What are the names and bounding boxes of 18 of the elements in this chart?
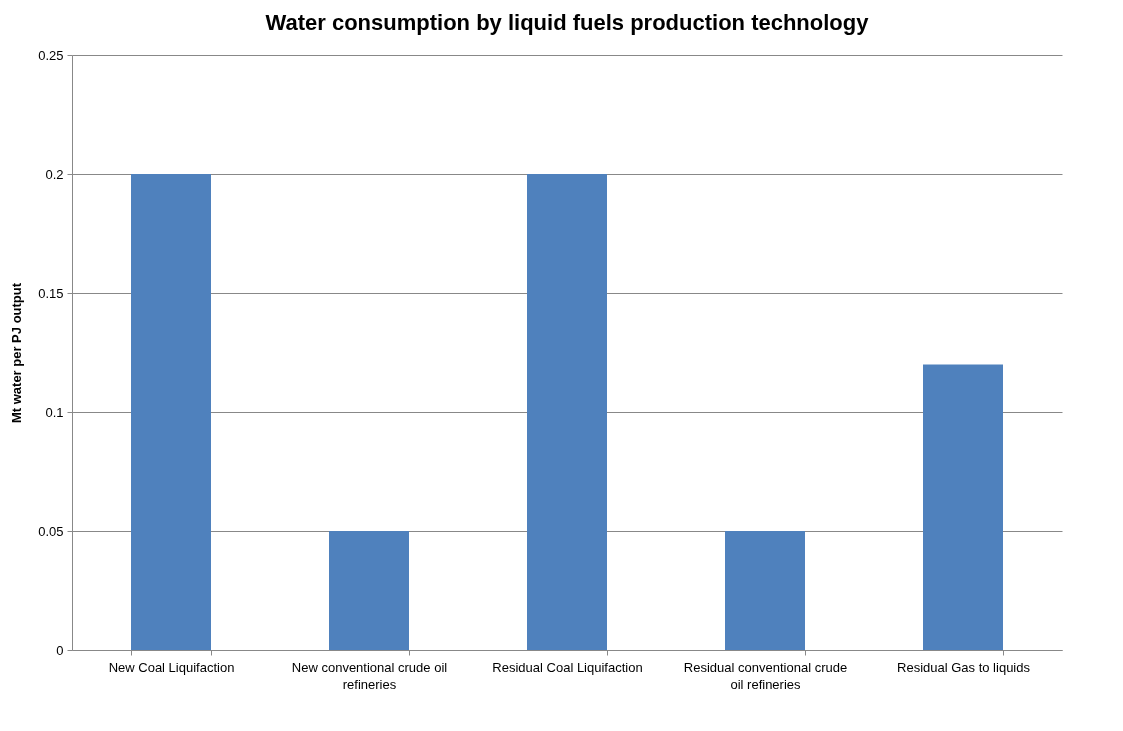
y-axis-title: Mt water per PJ output: [9, 282, 25, 424]
y-tick-label: 0.15: [38, 285, 64, 301]
bar: [527, 174, 607, 650]
x-tick-label: Residual conventional crude oil refineries: [683, 659, 848, 692]
bar: [725, 531, 805, 650]
bar: [131, 174, 211, 650]
x-tick-label: Residual Gas to liquids: [897, 659, 1031, 675]
y-tick-label: 0.05: [38, 523, 64, 539]
y-tick-label: 0: [56, 642, 64, 658]
bar: [923, 364, 1003, 650]
y-tick-label: 0.2: [45, 166, 64, 182]
x-tick-label: New Coal Liquifaction: [108, 659, 235, 675]
y-tick-label: 0.25: [38, 47, 64, 63]
chart-title: Water consumption by liquid fuels production technology: [265, 10, 870, 35]
x-tick-label: New conventional crude oil refineries: [291, 659, 448, 692]
y-tick-label: 0.1: [45, 404, 64, 420]
bar: [329, 531, 409, 650]
x-tick-label: Residual Coal Liquifaction: [492, 659, 643, 675]
